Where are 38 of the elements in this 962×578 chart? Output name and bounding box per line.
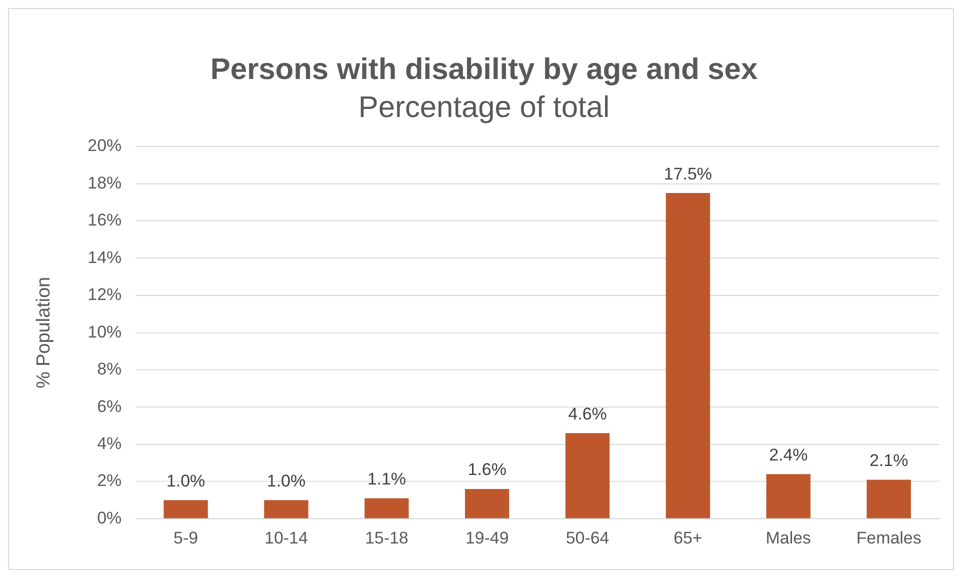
y-tick-label: 6% bbox=[97, 396, 122, 416]
chart-title: Persons with disability by age and sex bbox=[210, 53, 758, 86]
data-label: 17.5% bbox=[664, 164, 712, 184]
y-tick-label: 0% bbox=[97, 508, 122, 528]
x-tick-label: 15-18 bbox=[364, 528, 408, 548]
bar bbox=[364, 498, 409, 518]
data-label: 1.1% bbox=[367, 470, 406, 489]
chart-subtitle: Percentage of total bbox=[358, 90, 610, 124]
data-label: 1.0% bbox=[266, 471, 306, 490]
x-tick-label: 5-9 bbox=[174, 528, 198, 548]
x-tick-label: 19-49 bbox=[465, 528, 509, 548]
y-tick-label: 12% bbox=[88, 285, 122, 304]
x-tick-label: 10-14 bbox=[264, 528, 308, 548]
y-tick-label: 8% bbox=[97, 360, 122, 379]
y-tick-label: 18% bbox=[88, 173, 122, 192]
y-tick-label: 2% bbox=[97, 471, 122, 490]
y-tick-label: 16% bbox=[88, 210, 122, 230]
bar bbox=[766, 474, 810, 518]
y-tick-label: 4% bbox=[97, 434, 122, 453]
x-tick-label: Males bbox=[766, 528, 811, 548]
bar bbox=[264, 500, 308, 518]
bar bbox=[666, 193, 710, 518]
bar bbox=[866, 480, 911, 518]
data-label: 1.6% bbox=[468, 460, 506, 480]
bar bbox=[464, 489, 510, 518]
bar bbox=[164, 500, 208, 518]
y-tick-label: 20% bbox=[88, 136, 122, 156]
x-tick-label: Females bbox=[856, 528, 922, 548]
data-label: 4.6% bbox=[568, 404, 607, 424]
data-label: 2.1% bbox=[869, 450, 908, 470]
data-label: 1.0% bbox=[166, 471, 206, 490]
bar bbox=[565, 433, 610, 518]
data-label: 2.4% bbox=[769, 445, 808, 464]
x-tick-label: 65+ bbox=[674, 528, 702, 548]
x-tick-label: 50-64 bbox=[566, 528, 610, 548]
y-tick-label: 14% bbox=[88, 248, 122, 267]
y-axis-title: % Population bbox=[34, 276, 55, 388]
y-tick-label: 10% bbox=[88, 322, 122, 342]
